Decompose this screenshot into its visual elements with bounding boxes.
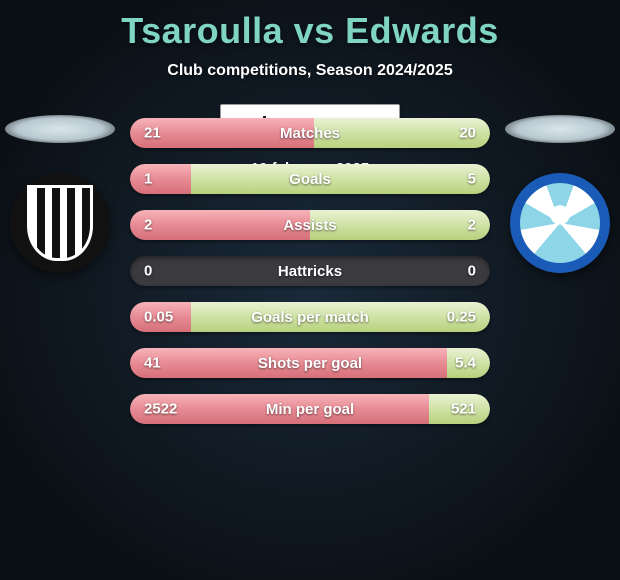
stats-bars: 21 20 Matches 1 5 Goals 2 2 Assists 0 0 Hattricks 0.…	[130, 118, 490, 424]
stat-label: Matches	[280, 125, 340, 142]
eagle-icon	[520, 183, 600, 263]
stat-value-left: 1	[144, 171, 152, 188]
stat-value-left: 0.05	[144, 309, 173, 326]
stat-row: 2522 521 Min per goal	[130, 394, 490, 424]
stat-fill-right	[191, 164, 490, 194]
right-club-crest-icon	[510, 173, 610, 273]
right-shadow-ellipse	[505, 115, 615, 143]
stat-label: Hattricks	[278, 263, 342, 280]
stat-value-left: 41	[144, 355, 161, 372]
stat-value-right: 5	[468, 171, 476, 188]
stat-value-left: 0	[144, 263, 152, 280]
stat-row: 0 0 Hattricks	[130, 256, 490, 286]
stat-fill-left	[130, 164, 191, 194]
stat-value-right: 0	[468, 263, 476, 280]
stat-value-left: 2522	[144, 401, 177, 418]
stat-label: Min per goal	[266, 401, 354, 418]
stat-label: Goals	[289, 171, 331, 188]
stat-value-right: 0.25	[447, 309, 476, 326]
stat-value-left: 21	[144, 125, 161, 142]
stat-value-right: 20	[459, 125, 476, 142]
stat-row: 21 20 Matches	[130, 118, 490, 148]
stat-row: 2 2 Assists	[130, 210, 490, 240]
stat-row: 1 5 Goals	[130, 164, 490, 194]
left-shadow-ellipse	[5, 115, 115, 143]
right-player-column	[500, 115, 620, 273]
left-club-crest-icon	[10, 173, 110, 273]
stat-label: Assists	[283, 217, 336, 234]
stat-label: Goals per match	[251, 309, 369, 326]
stat-value-left: 2	[144, 217, 152, 234]
stat-value-right: 521	[451, 401, 476, 418]
subtitle: Club competitions, Season 2024/2025	[0, 62, 620, 80]
stat-label: Shots per goal	[258, 355, 362, 372]
left-player-column	[0, 115, 120, 273]
stat-row: 41 5.4 Shots per goal	[130, 348, 490, 378]
stat-row: 0.05 0.25 Goals per match	[130, 302, 490, 332]
stat-value-right: 5.4	[455, 355, 476, 372]
stat-value-right: 2	[468, 217, 476, 234]
stat-fill-right	[310, 210, 490, 240]
page-title: Tsaroulla vs Edwards	[0, 0, 620, 52]
